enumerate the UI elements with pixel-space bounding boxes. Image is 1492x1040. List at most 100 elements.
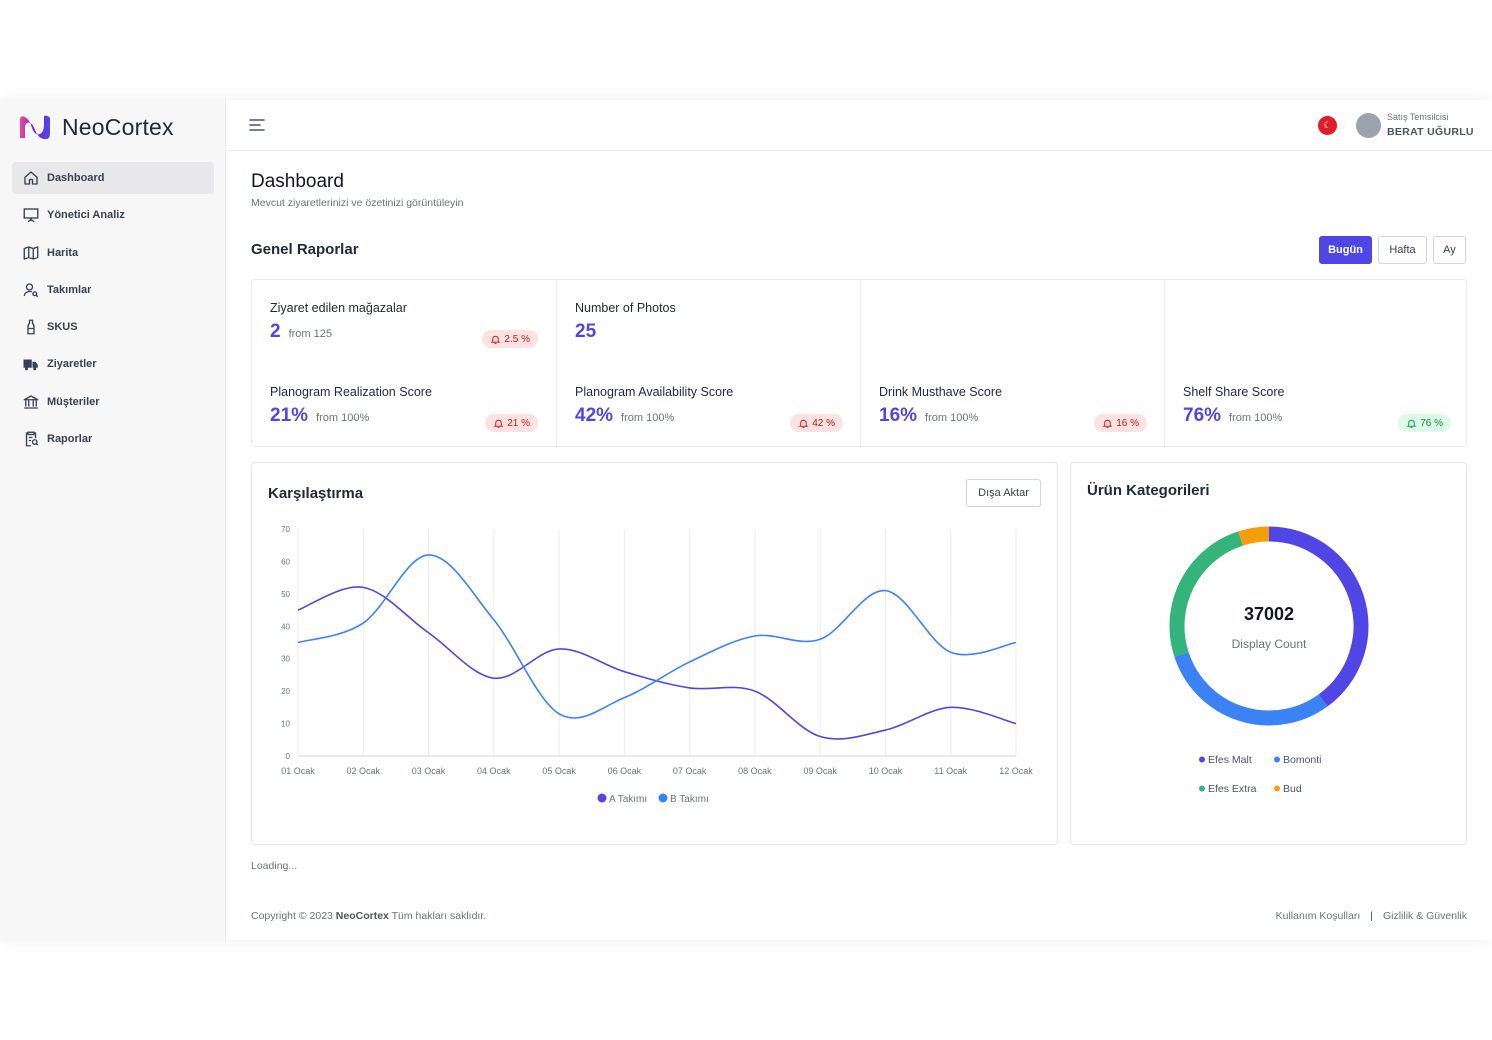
kpi-visited-stores: Ziyaret edilen mağazalar 2 from 125 2.5 … xyxy=(270,301,538,348)
badge-text: 2.5 % xyxy=(504,333,530,345)
kpi-photos: Number of Photos 25 xyxy=(575,301,843,348)
donut-slice-bud xyxy=(1238,526,1270,546)
series-line-a-takimi xyxy=(297,586,1017,740)
sidebar-item-musteriler[interactable]: Müşteriler xyxy=(12,386,214,418)
sidebar-item-takimlar[interactable]: Takımlar xyxy=(12,274,214,306)
sidebar-item-skus[interactable]: SKUS xyxy=(12,311,214,343)
donut-slice-bomonti xyxy=(1174,651,1328,726)
footer-links: Kullanım Koşulları | Gizlilik & Güvenlik xyxy=(1276,910,1467,922)
categories-chart-card: 37002 Display Count Efes Malt Bomonti Efes E… xyxy=(1070,462,1467,845)
kpi-label: Number of Photos xyxy=(575,301,676,315)
y-tick-label: 0 xyxy=(286,752,291,761)
comparison-chart-card: 01 Ocak 02 Ocak 03 Ocak 04 Ocak 05 Ocak 06 Oc… xyxy=(251,462,1058,845)
footer-divider: | xyxy=(1370,910,1373,922)
menu-icon[interactable] xyxy=(248,117,266,133)
x-tick-label: 02 Ocak xyxy=(347,766,381,776)
kpi-value: 16% xyxy=(879,405,918,426)
export-button[interactable]: Dışa Aktar xyxy=(966,479,1041,507)
legend-marker xyxy=(1274,785,1280,792)
donut-center-label: Display Count xyxy=(1232,637,1307,651)
sidebar-item-label: Müşteriler xyxy=(47,395,100,408)
user-role: Satış Temsilcisi xyxy=(1387,112,1449,122)
comparison-line-chart: 01 Ocak 02 Ocak 03 Ocak 04 Ocak 05 Ocak 06 Oc… xyxy=(281,525,1033,805)
x-tick-label: 09 Ocak xyxy=(803,766,837,776)
terms-link[interactable]: Kullanım Koşulları xyxy=(1275,910,1361,922)
legend-marker xyxy=(1199,756,1205,763)
donut-center-value: 37002 xyxy=(1244,604,1294,624)
legend-label: Bud xyxy=(1283,783,1302,795)
kpi-label: Planogram Availability Score xyxy=(575,385,734,399)
range-month-button[interactable]: Ay xyxy=(1433,236,1466,264)
page-subtitle: Mevcut ziyaretlerinizi ve özetinizi görü… xyxy=(251,197,464,209)
map-icon xyxy=(23,245,39,260)
x-tick-label: 05 Ocak xyxy=(542,766,576,776)
badge-text: 76 % xyxy=(1420,417,1443,429)
bell-icon xyxy=(798,419,809,428)
status-badge: 2.5 % xyxy=(482,330,538,348)
badge-text: 21 % xyxy=(507,417,530,429)
topbar: ☾ Satış Temsilcisi BERAT UĞURLU xyxy=(226,100,1492,151)
x-tick-label: 01 Ocak xyxy=(281,766,315,776)
status-badge: 76 % xyxy=(1398,414,1451,432)
neocortex-logo-icon xyxy=(20,115,50,140)
categories-donut-chart: 37002 Display Count Efes Malt Bomonti Efes E… xyxy=(1169,526,1369,795)
kpi-value: 25 xyxy=(575,321,597,342)
user-name[interactable]: BERAT UĞURLU xyxy=(1387,126,1474,138)
kpi-value: 21% xyxy=(270,405,309,426)
y-tick-label: 60 xyxy=(281,557,290,566)
kpi-label: Drink Musthave Score xyxy=(879,385,1002,399)
sidebar: NeoCortex Dashboard Yönetici Analiz Hari… xyxy=(0,100,226,940)
sidebar-item-label: Ziyaretler xyxy=(47,358,97,371)
bank-icon xyxy=(23,395,39,409)
legend-label: Bomonti xyxy=(1283,754,1322,766)
kpi-from: from 100% xyxy=(925,412,979,424)
sidebar-item-label: Raporlar xyxy=(47,433,93,446)
sidebar-item-dashboard[interactable]: Dashboard xyxy=(12,162,214,194)
kpi-from: from 100% xyxy=(1229,412,1283,424)
kpi-grid: Ziyaret edilen mağazalar 2 from 125 2.5 … xyxy=(251,279,1468,448)
section-title: Genel Raporlar xyxy=(251,241,359,258)
x-tick-label: 11 Ocak xyxy=(934,766,967,776)
home-icon xyxy=(24,171,38,185)
y-tick-label: 20 xyxy=(281,687,290,696)
loading-text: Loading... xyxy=(251,860,298,872)
sidebar-item-ziyaretler[interactable]: Ziyaretler xyxy=(12,348,214,380)
x-tick-label: 08 Ocak xyxy=(738,766,772,776)
x-tick-label: 12 Ocak xyxy=(999,766,1033,776)
turkey-flag-icon[interactable]: ☾ xyxy=(1318,116,1337,135)
copyright-suffix: Tüm hakları saklıdır. xyxy=(391,910,487,922)
sidebar-item-label: Harita xyxy=(47,246,79,259)
bottle-icon xyxy=(27,319,35,335)
range-week-button[interactable]: Hafta xyxy=(1378,236,1427,264)
kpi-column: Drink Musthave Score 16% from 100% 16 % xyxy=(860,280,1164,448)
kpi-label: Planogram Realization Score xyxy=(270,385,432,399)
kpi-shelf-share: Shelf Share Score 76% from 100% 76 % xyxy=(1183,385,1451,432)
kpi-from: from 125 xyxy=(288,328,332,340)
kpi-value: 42% xyxy=(575,405,614,426)
sidebar-item-raporlar[interactable]: Raporlar xyxy=(12,423,214,455)
truck-icon xyxy=(23,359,38,371)
kpi-drink-musthave: Drink Musthave Score 16% from 100% 16 % xyxy=(879,385,1147,432)
bell-icon xyxy=(1102,419,1113,428)
x-tick-label: 07 Ocak xyxy=(673,766,707,776)
kpi-column: Shelf Share Score 76% from 100% 76 % xyxy=(1164,280,1468,448)
kpi-column: Ziyaret edilen mağazalar 2 from 125 2.5 … xyxy=(252,280,556,448)
logo[interactable]: NeoCortex xyxy=(18,112,174,142)
avatar[interactable] xyxy=(1356,113,1381,138)
x-tick-label: 06 Ocak xyxy=(608,766,642,776)
range-today-button[interactable]: Bugün xyxy=(1319,236,1372,264)
series-line-b-takimi xyxy=(297,554,1017,719)
y-tick-label: 50 xyxy=(281,590,290,599)
donut-slice-efes-malt xyxy=(1268,526,1369,707)
x-tick-label: 10 Ocak xyxy=(869,766,903,776)
sidebar-item-harita[interactable]: Harita xyxy=(12,237,214,269)
sidebar-item-label: Dashboard xyxy=(47,172,105,184)
sidebar-item-label: Yönetici Analiz xyxy=(47,209,125,222)
sidebar-item-yonetici-analiz[interactable]: Yönetici Analiz xyxy=(12,199,214,231)
badge-text: 42 % xyxy=(812,417,835,429)
sidebar-nav: Dashboard Yönetici Analiz Harita Takımla… xyxy=(12,162,214,460)
kpi-value: 76% xyxy=(1183,405,1222,426)
privacy-link[interactable]: Gizlilik & Güvenlik xyxy=(1382,910,1467,922)
kpi-label: Ziyaret edilen mağazalar xyxy=(270,301,407,315)
kpi-value: 2 xyxy=(270,321,281,342)
